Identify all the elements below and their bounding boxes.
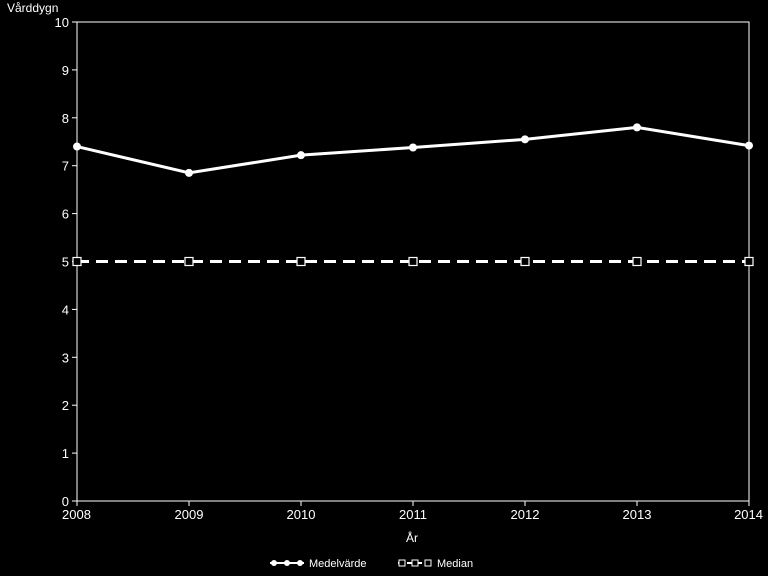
series-medelv-rde xyxy=(73,123,753,177)
data-point xyxy=(73,142,81,151)
y-tick-label: 5 xyxy=(62,255,69,270)
data-point xyxy=(744,256,754,267)
y-tick-label: 6 xyxy=(62,207,69,222)
data-point xyxy=(297,151,305,160)
data-point xyxy=(632,256,642,267)
x-tick-label: 2014 xyxy=(734,507,763,522)
legend-item: Median xyxy=(398,558,473,570)
x-tick-label: 2009 xyxy=(175,507,204,522)
y-tick-label: 2 xyxy=(62,398,69,413)
legend-marker xyxy=(424,559,432,567)
data-point xyxy=(409,143,417,152)
data-point xyxy=(521,135,529,144)
legend: Medelvärde Median xyxy=(270,558,473,570)
legend-marker xyxy=(398,559,406,567)
legend-label: Medelvärde xyxy=(309,558,366,570)
x-tick-label: 2013 xyxy=(623,507,652,522)
series-median xyxy=(72,256,754,267)
y-tick-label: 9 xyxy=(62,63,69,78)
legend-label: Median xyxy=(437,558,473,570)
x-tick-label: 2011 xyxy=(399,507,427,522)
legend-marker xyxy=(284,560,290,566)
data-point xyxy=(520,256,530,267)
x-tick-label: 2008 xyxy=(62,507,91,522)
y-tick-label: 7 xyxy=(62,159,69,174)
data-point xyxy=(296,256,306,267)
data-point xyxy=(184,256,194,267)
y-tick-label: 8 xyxy=(62,111,69,126)
y-tick-label: 10 xyxy=(55,15,69,30)
x-axis: 2008 2009 2010 2011 2012 2013 2014 xyxy=(62,501,763,522)
x-tick-label: 2012 xyxy=(511,507,540,522)
x-axis-title: År xyxy=(406,530,418,545)
data-point xyxy=(408,256,418,267)
series-layer xyxy=(72,123,754,267)
data-point xyxy=(72,256,82,267)
x-tick-label: 2010 xyxy=(287,507,316,522)
y-tick-label: 3 xyxy=(62,350,69,365)
legend-marker xyxy=(297,560,303,566)
legend-marker xyxy=(411,559,419,567)
y-tick-label: 0 xyxy=(62,494,69,509)
y-tick-label: 4 xyxy=(62,302,69,317)
data-point xyxy=(745,141,753,150)
legend-item: Medelvärde xyxy=(270,558,366,570)
y-axis: 0 1 2 3 4 5 6 7 8 9 10 xyxy=(55,15,77,509)
legend-marker xyxy=(271,560,277,566)
y-axis-title: Vårddygn xyxy=(7,1,58,15)
data-point xyxy=(633,123,641,132)
y-tick-label: 1 xyxy=(62,446,69,461)
data-point xyxy=(185,168,193,177)
